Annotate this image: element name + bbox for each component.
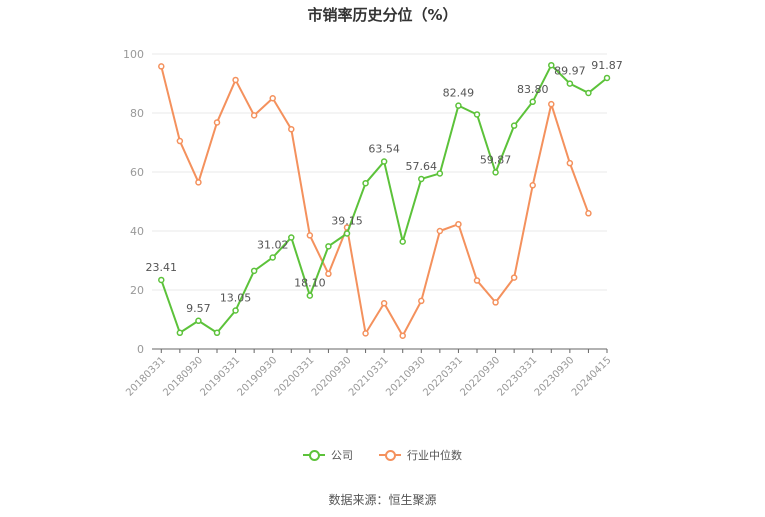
data-point xyxy=(325,243,332,250)
data-point xyxy=(288,125,295,133)
data-point xyxy=(176,137,184,145)
data-point xyxy=(232,307,239,314)
series-company xyxy=(158,61,611,337)
data-point xyxy=(399,238,406,245)
data-label: 23.41 xyxy=(146,261,178,274)
data-point xyxy=(418,297,425,305)
data-point xyxy=(510,122,518,129)
y-tick-label: 0 xyxy=(137,343,144,356)
data-point xyxy=(455,220,462,228)
legend-label-industry-median: 行业中位数 xyxy=(407,449,462,462)
data-point xyxy=(176,329,184,337)
x-tick-label: 20240415 xyxy=(570,355,614,399)
data-point xyxy=(306,292,314,299)
data-point xyxy=(288,234,295,241)
data-point xyxy=(492,299,499,306)
data-point xyxy=(529,98,536,106)
legend-swatch-company xyxy=(303,449,325,461)
data-point xyxy=(195,179,202,186)
data-point xyxy=(492,169,499,176)
series-industry-median xyxy=(158,63,592,339)
data-label: 91.87 xyxy=(591,59,623,72)
data-point xyxy=(158,276,165,284)
data-point xyxy=(380,158,388,165)
data-label: 13.05 xyxy=(220,292,252,305)
data-label: 39.15 xyxy=(331,215,363,228)
data-point xyxy=(325,270,332,278)
data-point xyxy=(362,179,369,187)
y-tick-label: 80 xyxy=(130,107,144,120)
data-point xyxy=(158,63,165,70)
data-label: 59.87 xyxy=(480,153,512,166)
data-point xyxy=(269,254,276,261)
data-label: 9.57 xyxy=(186,302,211,315)
data-point xyxy=(232,76,239,84)
data-point xyxy=(548,61,555,69)
data-point xyxy=(213,329,221,337)
y-tick-label: 20 xyxy=(130,284,144,297)
legend: 公司 行业中位数 xyxy=(0,447,765,463)
data-point xyxy=(585,89,592,97)
legend-swatch-industry-median xyxy=(379,449,401,461)
data-point xyxy=(343,230,351,237)
data-point xyxy=(418,175,425,183)
data-point xyxy=(399,332,406,339)
data-label: 89.97 xyxy=(554,65,586,78)
legend-item-company[interactable]: 公司 xyxy=(303,447,353,463)
data-point xyxy=(436,227,444,235)
data-label: 57.64 xyxy=(406,160,438,173)
data-point xyxy=(269,95,276,102)
source-note: 数据来源：恒生聚源 xyxy=(328,493,437,507)
series-line xyxy=(160,66,590,337)
legend-item-industry-median[interactable]: 行业中位数 xyxy=(379,447,462,463)
y-tick-label: 100 xyxy=(123,48,144,61)
y-tick-label: 60 xyxy=(130,166,144,179)
data-label: 82.49 xyxy=(443,87,475,100)
data-point xyxy=(566,80,574,87)
data-label: 31.02 xyxy=(257,238,289,251)
data-point xyxy=(585,210,592,217)
data-label: 63.54 xyxy=(368,143,400,156)
data-point xyxy=(548,100,555,108)
data-point xyxy=(473,277,481,284)
data-label: 83.80 xyxy=(517,83,549,96)
data-point xyxy=(380,300,388,307)
data-point xyxy=(566,159,574,167)
data-point xyxy=(455,102,462,109)
chart-title: 市销率历史分位（%） xyxy=(307,6,458,24)
data-point xyxy=(195,317,202,325)
data-point xyxy=(436,170,444,177)
data-point xyxy=(250,267,258,275)
data-point xyxy=(510,274,518,281)
data-point xyxy=(603,74,611,82)
data-label: 18.10 xyxy=(294,277,326,290)
data-point xyxy=(250,112,258,119)
data-point xyxy=(213,119,221,126)
data-point xyxy=(473,111,481,118)
data-point xyxy=(529,182,536,189)
y-tick-label: 40 xyxy=(130,225,144,238)
data-point xyxy=(362,330,369,337)
legend-label-company: 公司 xyxy=(331,449,353,462)
data-point xyxy=(306,232,314,239)
